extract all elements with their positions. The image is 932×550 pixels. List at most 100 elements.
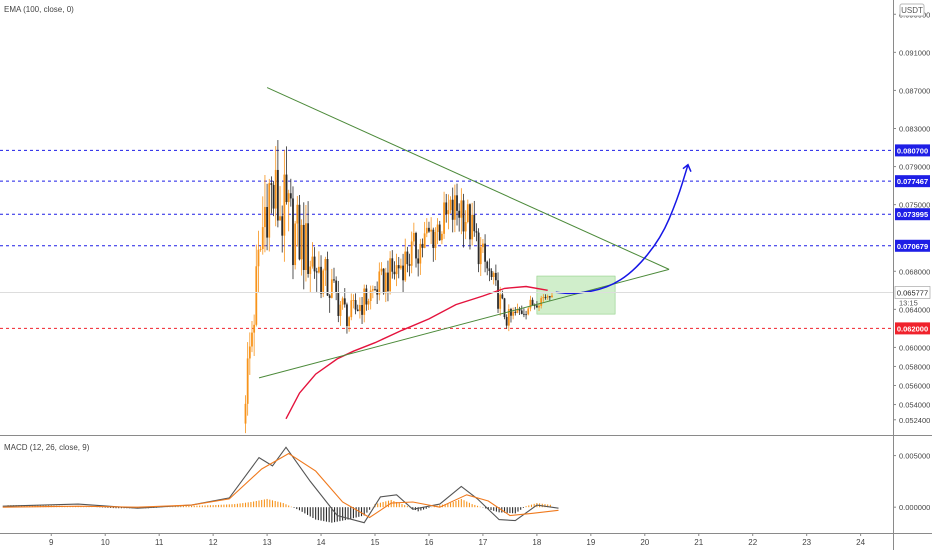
triangle-lower-line[interactable] [258, 268, 670, 379]
candle-body [300, 224, 303, 260]
candle-body [525, 314, 527, 316]
current-price-badge [894, 286, 931, 299]
price-indicator-label: EMA (100, close, 0) [4, 5, 74, 14]
ema-line[interactable] [285, 285, 548, 420]
candle-body [488, 268, 491, 272]
candle-body [421, 243, 424, 248]
candle-body [443, 202, 445, 234]
candle-body [531, 299, 534, 306]
time-tick-label: 16 [425, 538, 434, 547]
candle-body [363, 288, 366, 315]
macd-indicator-label: MACD (12, 26, close, 9) [4, 443, 90, 452]
candle-body [302, 224, 305, 270]
candle-body [432, 229, 435, 249]
candle-body [471, 214, 474, 240]
candle-body [313, 256, 316, 272]
candle-body [430, 229, 433, 232]
time-tick-label: 21 [694, 538, 703, 547]
candle-body [272, 184, 275, 209]
candle-body [499, 294, 502, 309]
candle-body [253, 324, 256, 333]
price-scale-currency: USDT [901, 6, 923, 15]
target-zone-box[interactable] [536, 275, 616, 315]
projection-arrow-head [682, 163, 692, 172]
candle-body [311, 256, 314, 267]
price-tick-label: 0.052400 [899, 416, 930, 425]
candle-body [283, 174, 286, 236]
candle-body [523, 313, 525, 315]
candle-body [391, 258, 394, 272]
candle-body [324, 259, 327, 271]
candle-body [317, 266, 320, 273]
candle-body [417, 258, 420, 264]
candle-body [356, 309, 359, 312]
candle-body [251, 332, 253, 347]
signal-line[interactable] [2, 452, 559, 519]
candle-body [462, 200, 465, 232]
candle-body [441, 233, 443, 241]
candle-body [449, 199, 452, 211]
price-tick-label: 0.075000 [899, 201, 930, 210]
candle-body [408, 264, 411, 266]
candle-body [479, 247, 482, 265]
candle-body [257, 249, 260, 267]
candle-body [335, 280, 338, 293]
time-tick-label: 13 [263, 538, 272, 547]
candle-body [333, 279, 335, 281]
candle-body [469, 204, 471, 240]
candle-body [548, 296, 551, 298]
candle-body [248, 346, 251, 359]
candle-body [445, 202, 448, 215]
candle-body [544, 297, 547, 298]
candle-body [382, 268, 385, 294]
candle-body [415, 232, 417, 259]
candle-body [484, 243, 486, 262]
candle-body [305, 223, 307, 270]
candle-body [464, 222, 467, 232]
candle-body [520, 310, 523, 314]
time-tick-label: 14 [317, 538, 326, 547]
time-tick-label: 24 [856, 538, 865, 547]
candle-body [322, 270, 325, 294]
candle-body [354, 300, 357, 310]
candle-body [374, 289, 376, 290]
candle-body [494, 272, 497, 281]
level-label-3: 0.070679 [897, 242, 928, 251]
price-tick-label: 0.087000 [899, 86, 930, 95]
candle-body [352, 300, 355, 301]
candle-body [406, 251, 409, 265]
price-tick-label: 0.064000 [899, 305, 930, 314]
candle-body [400, 265, 402, 269]
price-tick-label: 0.056000 [899, 382, 930, 391]
candle-body [395, 265, 398, 275]
candle-body [466, 204, 469, 223]
candle-body [387, 272, 389, 292]
candle-body [542, 297, 545, 299]
candle-body [410, 241, 413, 266]
candle-body [447, 210, 450, 215]
candle-body [505, 316, 508, 326]
candle-body [514, 311, 517, 313]
candle-body [425, 227, 428, 234]
candle-body [339, 304, 342, 316]
candle-body [538, 305, 540, 308]
triangle-upper-line[interactable] [266, 87, 670, 270]
candle-body [486, 261, 489, 269]
projection-curve[interactable] [555, 164, 689, 295]
candle-body [535, 305, 538, 308]
candle-body [341, 298, 344, 305]
candle-body [389, 258, 392, 292]
candle-body [320, 266, 322, 294]
candle-body [246, 358, 249, 404]
candle-body [371, 289, 374, 291]
candle-body [529, 299, 532, 309]
candle-body [279, 216, 281, 221]
price-tick-label: 0.083000 [899, 125, 930, 134]
candle-body [261, 227, 264, 250]
price-tick-label: 0.054000 [899, 401, 930, 410]
candle-body [292, 198, 294, 266]
candle-body [540, 298, 543, 306]
candle-body [507, 309, 510, 326]
